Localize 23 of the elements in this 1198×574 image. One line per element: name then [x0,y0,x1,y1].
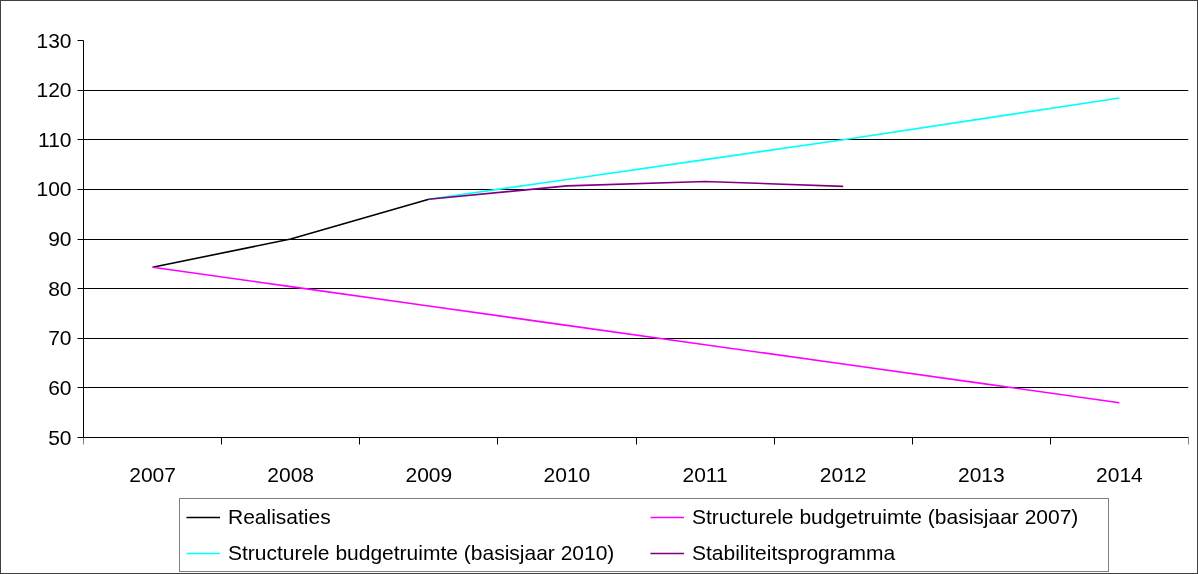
y-tick-label: 80 [48,276,72,300]
x-tick-label: 2007 [129,462,176,486]
x-tick-label: 2010 [543,462,591,486]
y-tick-label: 130 [36,28,72,52]
legend-label: Structurele budgetruimte (basisjaar 2007) [692,505,1080,529]
x-tick-label: 2013 [957,462,1005,486]
x-tick-label: 2009 [405,462,453,486]
x-tick-label: 2014 [1096,462,1144,486]
y-tick-label: 120 [36,78,72,102]
line-series [428,180,844,201]
legend-label: Structurele budgetruimte (basisjaar 2010) [228,541,616,565]
y-tick-label: 90 [48,227,72,250]
x-tick-label: 2012 [819,462,867,486]
y-tick-label: 60 [48,375,72,399]
x-tick-label: 2011 [682,462,728,486]
x-tick-label: 2008 [267,462,315,486]
legend-label: Stabiliteitsprogramma [692,541,897,565]
y-tick-label: 110 [38,127,72,151]
y-tick-label: 70 [48,326,72,350]
y-tick-label: 50 [48,425,72,449]
legend-label: Realisaties [228,505,332,529]
line-series [151,266,1121,404]
y-tick-label: 100 [36,177,72,201]
